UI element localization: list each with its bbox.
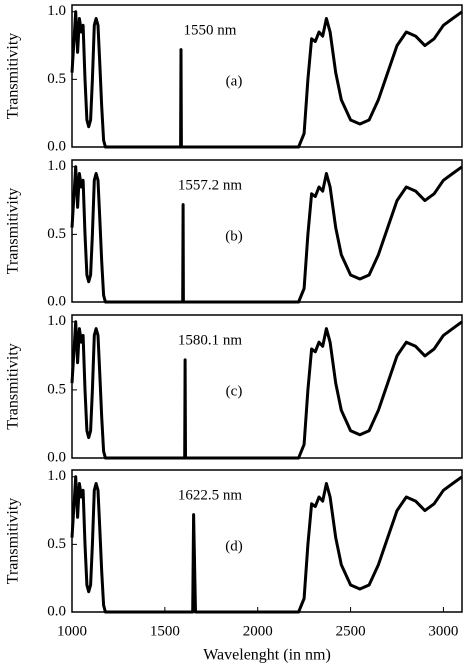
panel-frame — [71, 314, 463, 459]
panel-frame — [71, 4, 463, 148]
y-tick-label: 0.0 — [47, 449, 66, 465]
panel-label: (d) — [225, 538, 243, 554]
wavelength-label: 1622.5 nm — [178, 487, 243, 503]
wavelength-label: 1557.2 nm — [178, 177, 243, 193]
x-tick-label: 3000 — [428, 623, 458, 639]
y-tick-label: 0.5 — [47, 381, 66, 397]
panel-frame — [71, 159, 463, 303]
transmission-line — [70, 165, 463, 304]
y-tick-label: 1.0 — [47, 468, 66, 484]
panel-label: (a) — [226, 73, 243, 89]
x-tick-label: 2000 — [243, 623, 273, 639]
transmission-line — [70, 320, 463, 460]
wavelength-label: 1550 nm — [184, 22, 237, 38]
y-axis-label: Transmitivity — [5, 343, 22, 430]
y-tick-label: 1.0 — [47, 158, 66, 174]
wavelength-label: 1580.1 nm — [178, 332, 243, 348]
y-tick-label: 0.5 — [47, 226, 66, 242]
y-axis-label: Transmitivity — [5, 498, 22, 585]
y-tick-label: 0.5 — [47, 536, 66, 552]
x-tick-label: 1000 — [57, 623, 87, 639]
y-tick-label: 0.0 — [47, 293, 66, 309]
y-tick-label: 1.0 — [47, 313, 66, 329]
y-tick-label: 1.0 — [47, 3, 66, 19]
y-tick-label: 0.0 — [47, 138, 66, 154]
x-tick-label: 1500 — [150, 623, 180, 639]
transmission-line — [70, 10, 463, 149]
panel-label: (c) — [226, 383, 243, 399]
y-tick-label: 0.5 — [47, 71, 66, 87]
y-axis-label: Transmitivity — [5, 188, 22, 275]
transmission-line — [70, 475, 463, 614]
panel-frame — [71, 469, 463, 613]
x-axis-label: Wavelenght (in nm) — [203, 647, 331, 664]
y-tick-label: 0.0 — [47, 603, 66, 619]
panel-label: (b) — [225, 228, 243, 244]
x-tick-label: 2500 — [336, 623, 366, 639]
y-axis-label: Transmitivity — [5, 33, 22, 120]
